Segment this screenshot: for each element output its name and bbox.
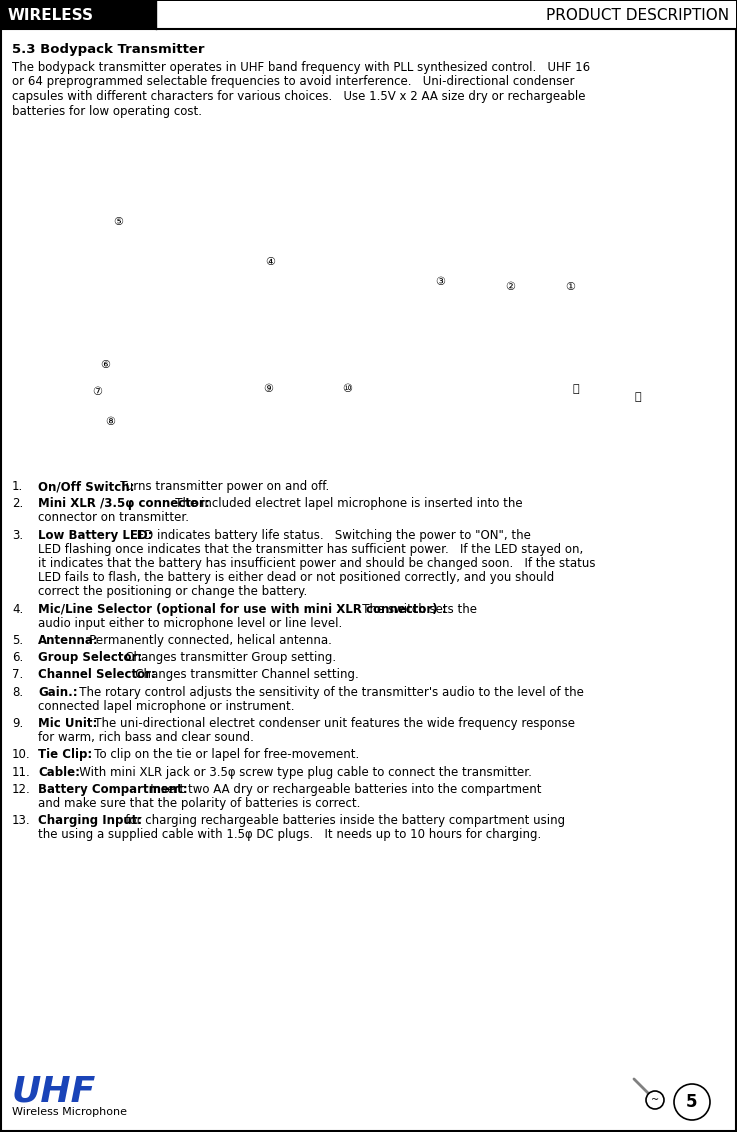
Text: 1.: 1. [12,480,24,494]
Text: LED flashing once indicates that the transmitter has sufficient power.   If the : LED flashing once indicates that the tra… [38,543,583,556]
Text: WIRELESS: WIRELESS [8,8,94,23]
Text: for charging rechargeable batteries inside the battery compartment using: for charging rechargeable batteries insi… [113,814,565,827]
Circle shape [646,1091,664,1109]
Text: Antenna:: Antenna: [38,634,99,648]
Text: ①: ① [565,282,575,292]
Text: ⑨: ⑨ [263,384,273,394]
Text: LED fails to flash, the battery is either dead or not positioned correctly, and : LED fails to flash, the battery is eithe… [38,572,554,584]
Text: ③: ③ [435,277,445,288]
Text: connected lapel microphone or instrument.: connected lapel microphone or instrument… [38,700,295,713]
Bar [156,1,736,29]
Text: 5.3 Bodypack Transmitter: 5.3 Bodypack Transmitter [12,43,204,55]
Text: ⑩: ⑩ [342,384,352,394]
Text: ⑬: ⑬ [635,392,641,402]
Text: ⑦: ⑦ [92,387,102,397]
Text: batteries for low operating cost.: batteries for low operating cost. [12,104,202,118]
Text: To clip on the tie or lapel for free-movement.: To clip on the tie or lapel for free-mov… [83,748,360,762]
Text: capsules with different characters for various choices.   Use 1.5V x 2 AA size d: capsules with different characters for v… [12,91,585,103]
Text: the using a supplied cable with 1.5φ DC plugs.   It needs up to 10 hours for cha: the using a supplied cable with 1.5φ DC … [38,829,541,841]
Text: ⑫: ⑫ [573,384,579,394]
Text: correct the positioning or change the battery.: correct the positioning or change the ba… [38,585,307,599]
Text: The uni-directional electret condenser unit features the wide frequency response: The uni-directional electret condenser u… [83,717,576,730]
Text: Mic/Line Selector (optional for use with mini XLR connector) :: Mic/Line Selector (optional for use with… [38,602,447,616]
Text: 11.: 11. [12,765,31,779]
Text: 5: 5 [686,1094,698,1110]
Text: Changes transmitter Group setting.: Changes transmitter Group setting. [113,651,336,664]
Text: Mic Unit:: Mic Unit: [38,717,97,730]
Text: 12.: 12. [12,783,31,796]
Text: The bodypack transmitter operates in UHF band frequency with PLL synthesized con: The bodypack transmitter operates in UHF… [12,61,590,74]
Text: Mini XLR /3.5φ connector:: Mini XLR /3.5φ connector: [38,497,209,511]
Text: LED indicates battery life status.   Switching the power to "ON", the: LED indicates battery life status. Switc… [119,529,531,541]
Text: Tie Clip:: Tie Clip: [38,748,92,762]
Text: 6.: 6. [12,651,24,664]
Bar [1,1,156,29]
Text: Low Battery LED:: Low Battery LED: [38,529,153,541]
Text: 7.: 7. [12,668,24,681]
Text: ~: ~ [651,1095,659,1105]
Text: Channel Selector:: Channel Selector: [38,668,156,681]
Text: The switch sets the: The switch sets the [351,602,477,616]
Text: 5.: 5. [12,634,23,648]
Text: 9.: 9. [12,717,24,730]
Text: Cable:: Cable: [38,765,80,779]
Text: connector on transmitter.: connector on transmitter. [38,512,189,524]
Circle shape [674,1084,710,1120]
Text: The included electret lapel microphone is inserted into the: The included electret lapel microphone i… [164,497,523,511]
Text: Changes transmitter Channel setting.: Changes transmitter Channel setting. [124,668,359,681]
Text: audio input either to microphone level or line level.: audio input either to microphone level o… [38,617,342,629]
Text: ⑧: ⑧ [105,417,115,427]
Text: On/Off Switch:: On/Off Switch: [38,480,134,494]
Text: and make sure that the polarity of batteries is correct.: and make sure that the polarity of batte… [38,797,360,811]
Text: for warm, rich bass and clear sound.: for warm, rich bass and clear sound. [38,731,254,744]
Text: ⑤: ⑤ [113,217,123,228]
Text: it indicates that the battery has insufficient power and should be changed soon.: it indicates that the battery has insuff… [38,557,595,571]
Text: Group Selector:: Group Selector: [38,651,142,664]
Text: 8.: 8. [12,686,23,698]
Text: Gain.:: Gain.: [38,686,77,698]
Text: Turns transmitter power on and off.: Turns transmitter power on and off. [108,480,329,494]
Text: ⑥: ⑥ [100,360,110,370]
Text: PRODUCT DESCRIPTION: PRODUCT DESCRIPTION [546,8,729,23]
Text: ④: ④ [265,257,275,267]
Text: Permanently connected, helical antenna.: Permanently connected, helical antenna. [78,634,332,648]
Text: 3.: 3. [12,529,23,541]
Text: 10.: 10. [12,748,31,762]
Text: The rotary control adjusts the sensitivity of the transmitter's audio to the lev: The rotary control adjusts the sensitivi… [69,686,584,698]
Text: With mini XLR jack or 3.5φ screw type plug cable to connect the transmitter.: With mini XLR jack or 3.5φ screw type pl… [69,765,532,779]
Text: 13.: 13. [12,814,31,827]
Text: Charging Input:: Charging Input: [38,814,142,827]
Text: or 64 preprogrammed selectable frequencies to avoid interference.   Uni-directio: or 64 preprogrammed selectable frequenci… [12,76,575,88]
Text: Wireless Microphone: Wireless Microphone [12,1107,127,1117]
Text: Battery Compartment:: Battery Compartment: [38,783,188,796]
Text: 2.: 2. [12,497,24,511]
Text: Insert two AA dry or rechargeable batteries into the compartment: Insert two AA dry or rechargeable batter… [139,783,542,796]
Text: UHF: UHF [12,1074,97,1108]
Text: ②: ② [505,282,515,292]
Text: 4.: 4. [12,602,24,616]
